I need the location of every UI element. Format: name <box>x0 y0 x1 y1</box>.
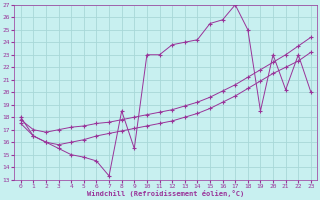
X-axis label: Windchill (Refroidissement éolien,°C): Windchill (Refroidissement éolien,°C) <box>87 190 244 197</box>
